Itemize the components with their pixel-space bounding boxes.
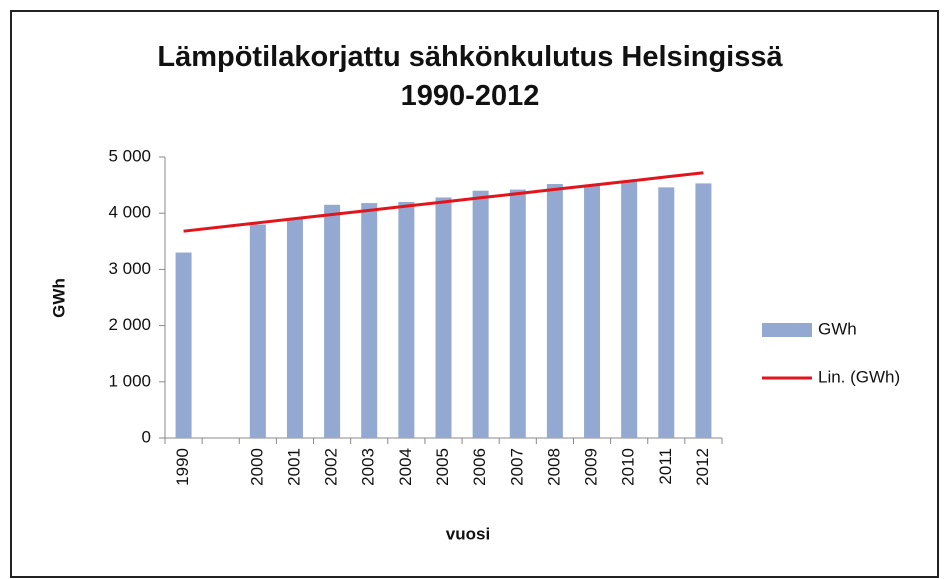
x-tick-label: 2011 <box>656 448 675 485</box>
x-tick-label: 2004 <box>396 448 415 486</box>
x-tick-label: 1990 <box>173 448 192 486</box>
x-tick-label: 2008 <box>544 448 563 486</box>
x-tick-label: 2006 <box>470 448 489 486</box>
x-tick-label: 2000 <box>247 448 266 486</box>
x-axis-label: vuosi <box>446 524 490 543</box>
y-tick-label: 4 000 <box>108 203 151 222</box>
bar <box>361 203 378 438</box>
x-tick-label: 2005 <box>433 448 452 486</box>
y-axis-label: GWh <box>49 278 68 318</box>
x-tick-label: 2002 <box>322 448 341 486</box>
y-tick-label: 2 000 <box>108 315 151 334</box>
bar <box>546 183 563 438</box>
bar <box>472 190 489 438</box>
bar <box>509 189 526 438</box>
x-tick-label: 2003 <box>359 448 378 486</box>
bar <box>324 204 341 438</box>
bar <box>249 224 266 438</box>
x-tick-label: 2012 <box>693 448 712 486</box>
bar <box>175 252 192 438</box>
x-tick-label: 2010 <box>619 448 638 486</box>
y-tick-label: 5 000 <box>108 146 151 165</box>
bar <box>621 181 638 438</box>
y-tick-label: 0 <box>142 427 151 446</box>
bar <box>398 201 415 438</box>
bar <box>584 185 601 438</box>
bar <box>286 218 303 438</box>
legend-label: Lin. (GWh) <box>818 367 900 386</box>
legend-swatch <box>762 323 812 337</box>
bar <box>435 197 452 438</box>
x-tick-label: 2009 <box>582 448 601 486</box>
bar <box>658 187 675 438</box>
legend-label: GWh <box>818 319 857 338</box>
x-tick-label: 2007 <box>507 448 526 486</box>
bar <box>695 183 712 438</box>
x-tick-label: 2001 <box>284 448 303 486</box>
y-tick-label: 3 000 <box>108 259 151 278</box>
trend-line <box>183 171 704 233</box>
y-tick-label: 1 000 <box>108 371 151 390</box>
chart-title: Lämpötilakorjattu sähkönkulutus Helsingi… <box>157 41 783 112</box>
